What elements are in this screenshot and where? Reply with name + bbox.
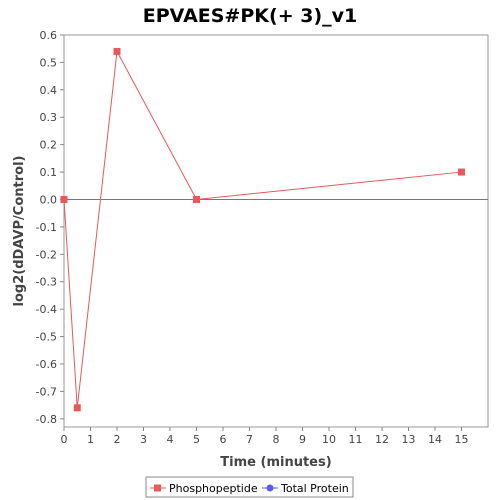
plot-area bbox=[63, 34, 489, 428]
y-tick-label: 0.1 bbox=[40, 166, 58, 179]
legend-box bbox=[145, 476, 354, 498]
x-tick-label: 13 bbox=[402, 433, 416, 446]
x-tick-label: 4 bbox=[167, 433, 174, 446]
y-tick-label: 0.6 bbox=[40, 29, 58, 42]
y-tick-label: 0.4 bbox=[40, 84, 58, 97]
y-tick-label: 0.5 bbox=[40, 56, 58, 69]
data-point bbox=[458, 168, 465, 176]
x-tick-label: 3 bbox=[140, 433, 147, 446]
x-tick-label: 11 bbox=[349, 433, 363, 446]
x-tick-label: 1 bbox=[87, 433, 94, 446]
y-tick-label: -0.3 bbox=[36, 276, 57, 289]
x-axis-label: Time (minutes) bbox=[220, 455, 331, 470]
y-axis-label: log2(dDAVP/Control) bbox=[12, 156, 27, 307]
x-tick-label: 9 bbox=[299, 433, 306, 446]
y-tick-label: -0.7 bbox=[36, 385, 57, 398]
y-tick-label: 0.0 bbox=[40, 193, 58, 206]
x-tick-label: 15 bbox=[455, 433, 469, 446]
x-tick-label: 0 bbox=[61, 433, 68, 446]
y-tick-label: -0.8 bbox=[36, 413, 57, 426]
x-tick-label: 6 bbox=[220, 433, 227, 446]
legend-total-protein-label: Total Protein bbox=[280, 482, 349, 495]
x-tick-label: 5 bbox=[193, 433, 200, 446]
y-axis: 0.6 0.5 0.4 0.3 0.2 0.1 0.0 -0.1 -0.2 -0.3 -0.4 -0.… bbox=[36, 29, 64, 426]
legend: Phosphopeptide Total Protein bbox=[145, 476, 354, 498]
y-tick-label: -0.5 bbox=[36, 331, 57, 344]
x-tick-label: 14 bbox=[428, 433, 442, 446]
series-layer bbox=[60, 47, 465, 412]
y-tick-label: 0.3 bbox=[40, 111, 58, 124]
x-axis: 0 1 2 3 4 5 6 7 8 9 10 11 12 13 14 15 bbox=[61, 427, 469, 446]
x-tick-label: 12 bbox=[375, 433, 389, 446]
y-tick-label: 0.2 bbox=[40, 139, 58, 152]
x-tick-label: 2 bbox=[114, 433, 121, 446]
legend-phosphopeptide-marker bbox=[154, 484, 161, 492]
y-tick-label: -0.6 bbox=[36, 358, 57, 371]
data-point bbox=[113, 47, 121, 55]
data-point bbox=[193, 195, 200, 203]
legend-total-protein-marker bbox=[266, 484, 274, 492]
data-point bbox=[60, 195, 68, 203]
chart-title: EPVAES#PK(+ 3)_v1 bbox=[143, 5, 357, 27]
y-tick-label: -0.2 bbox=[36, 248, 57, 261]
y-tick-label: -0.4 bbox=[36, 303, 57, 316]
x-tick-label: 10 bbox=[322, 433, 336, 446]
x-tick-label: 7 bbox=[246, 433, 253, 446]
x-tick-label: 8 bbox=[273, 433, 280, 446]
data-point bbox=[73, 404, 81, 412]
y-tick-label: -0.1 bbox=[36, 221, 57, 234]
legend-phosphopeptide-label: Phosphopeptide bbox=[169, 482, 258, 495]
